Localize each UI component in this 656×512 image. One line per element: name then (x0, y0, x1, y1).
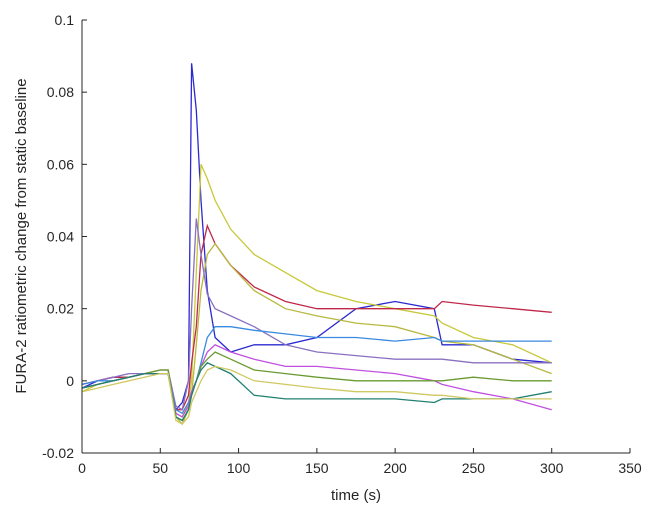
x-tick-label: 350 (618, 460, 642, 476)
series-line-7 (81, 344, 552, 418)
y-tick-label: -0.02 (42, 445, 74, 461)
x-tick-label: 50 (152, 460, 168, 476)
series-line-3 (81, 223, 552, 411)
x-tick-label: 250 (462, 460, 486, 476)
x-tick-label: 200 (383, 460, 407, 476)
y-tick-label: 0.02 (47, 301, 74, 317)
y-tick-label: 0.08 (47, 84, 74, 100)
y-axis-label: FURA-2 ratiometric change from static ba… (13, 78, 30, 393)
x-tick-label: 150 (305, 460, 329, 476)
series-line-2 (81, 164, 552, 418)
x-tick-label: 300 (540, 460, 564, 476)
series-line-10 (81, 365, 552, 425)
y-tick-label: 0 (66, 373, 74, 389)
x-tick-label: 100 (227, 460, 251, 476)
y-tick-label: 0.04 (47, 229, 74, 245)
series-line-1 (81, 63, 552, 412)
y-tick-label: 0.1 (55, 12, 75, 28)
series-line-9 (81, 362, 552, 422)
series-line-6 (81, 326, 552, 415)
x-axis-label: time (s) (331, 487, 381, 504)
y-tick-label: 0.06 (47, 156, 74, 172)
series-line-4 (81, 242, 552, 426)
series-line-5 (81, 218, 552, 411)
x-tick-label: 0 (78, 460, 86, 476)
